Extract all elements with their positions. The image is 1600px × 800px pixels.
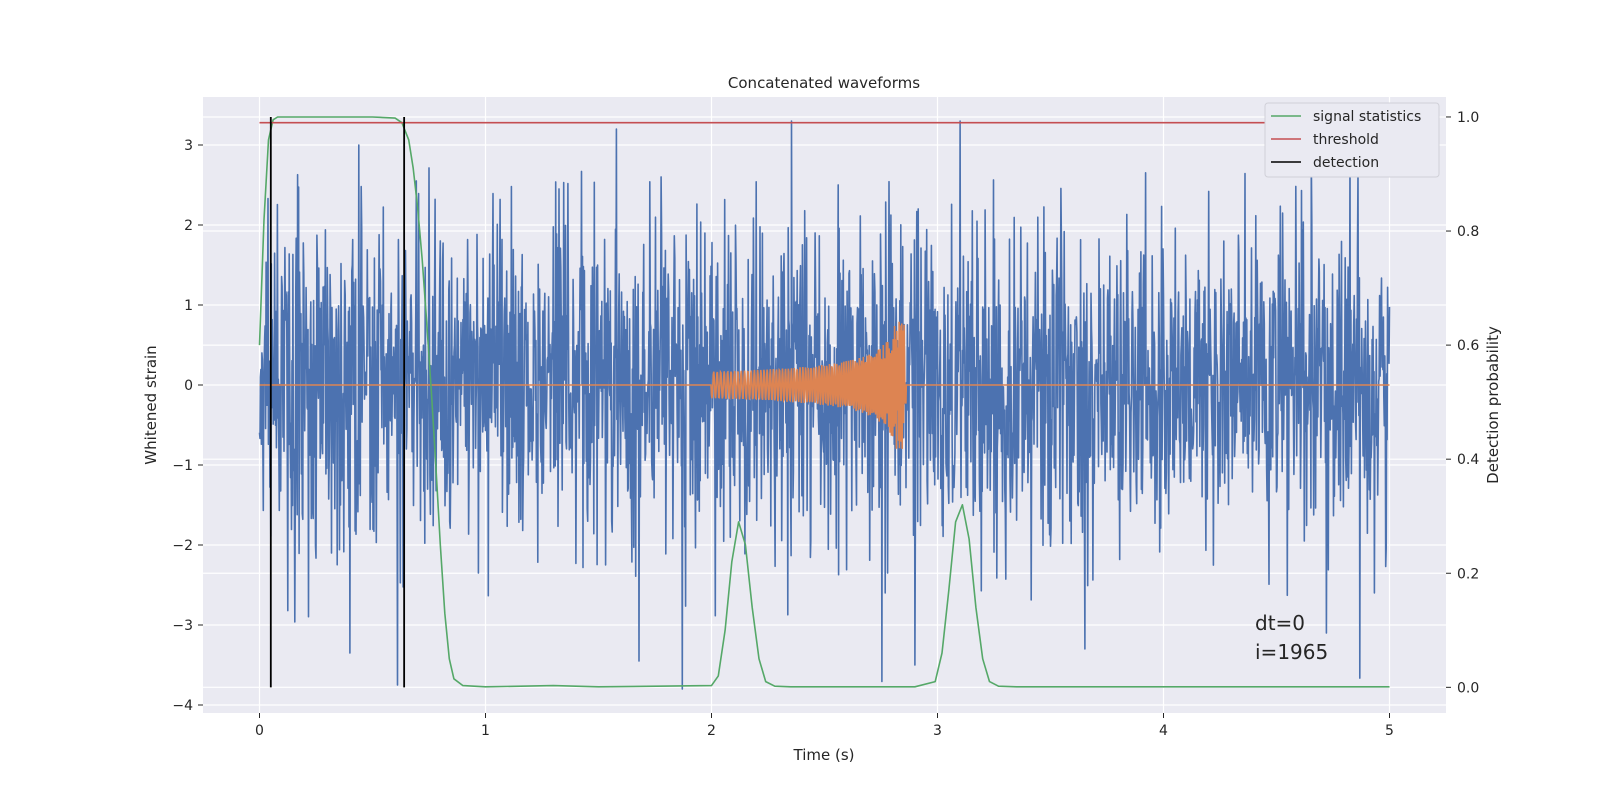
x-tick-label: 3 [933, 723, 942, 739]
legend: signal statistics threshold detection [1264, 102, 1440, 178]
x-tick-label: 4 [1159, 723, 1168, 739]
chirp-signal-line [259, 321, 1390, 449]
x-axis-label: Time (s) [793, 746, 855, 764]
y-tick-label: 0 [184, 378, 193, 394]
y2-tick-label: 0.6 [1457, 338, 1479, 354]
y2-tick-label: 0.4 [1457, 452, 1479, 468]
annotation-index: i=1965 [1255, 640, 1328, 664]
x-tick-label: 0 [255, 723, 264, 739]
y2-tick-label: 1.0 [1457, 110, 1479, 126]
annotation-dt: dt=0 [1255, 611, 1305, 635]
y-tick-label: −1 [172, 458, 193, 474]
x-tick-label: 5 [1385, 723, 1394, 739]
y-tick-label: −2 [172, 538, 193, 554]
legend-label-threshold: threshold [1313, 132, 1379, 148]
y-tick-label: 1 [184, 298, 193, 314]
signal-statistics-line [258, 116, 1390, 688]
axis-ticks: 0 1 2 3 4 5 −4 −3 −2 −1 0 1 2 3 0.0 0.2 0.4 0.6 0.8 1.0 [172, 110, 1479, 739]
y2-tick-label: 0.0 [1457, 680, 1479, 696]
whitened-strain-line [258, 120, 1391, 690]
x-tick-label: 2 [707, 723, 716, 739]
y2-tick-label: 0.2 [1457, 566, 1479, 582]
y2-axis-label: Detection probability [1484, 326, 1502, 484]
legend-label-signal-statistics: signal statistics [1313, 109, 1421, 125]
y-tick-label: −3 [172, 618, 193, 634]
legend-box [1264, 102, 1440, 178]
y-tick-label: −4 [172, 698, 193, 714]
y2-tick-label: 0.8 [1457, 224, 1479, 240]
x-tick-label: 1 [481, 723, 490, 739]
y-tick-label: 2 [184, 218, 193, 234]
chart-title: Concatenated waveforms [728, 74, 920, 92]
y-axis-label: Whitened strain [142, 345, 160, 464]
plot-marks [258, 116, 1391, 690]
legend-label-detection: detection [1313, 155, 1379, 171]
y-tick-label: 3 [184, 138, 193, 154]
